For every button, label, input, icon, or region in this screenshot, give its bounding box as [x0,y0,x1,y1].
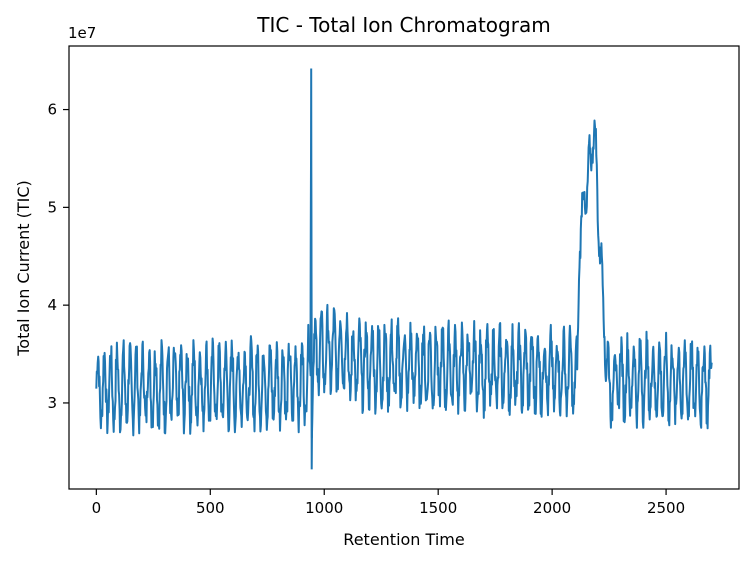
chart-title: TIC - Total Ion Chromatogram [256,13,550,37]
y-tick-label: 5 [47,198,57,216]
y-offset-label: 1e7 [68,24,96,42]
x-tick-label: 2500 [647,499,685,517]
y-axis-label: Total Ion Current (TIC) [14,180,33,357]
x-tick-label: 0 [92,499,102,517]
y-tick-label: 4 [47,296,57,314]
tic-spike-line [309,68,314,470]
x-tick-label: 1000 [305,499,343,517]
y-tick-label: 3 [47,394,57,412]
y-tick-label: 6 [47,101,57,119]
x-tick-label: 2000 [533,499,571,517]
x-axis-ticks: 0 500 1000 1500 2000 2500 [92,489,685,517]
x-tick-label: 1500 [419,499,457,517]
x-tick-label: 500 [196,499,225,517]
y-axis-ticks: 3 4 5 6 [47,101,69,412]
plot-frame [68,45,740,490]
tic-series-line [95,119,713,439]
x-axis-label: Retention Time [343,530,464,549]
